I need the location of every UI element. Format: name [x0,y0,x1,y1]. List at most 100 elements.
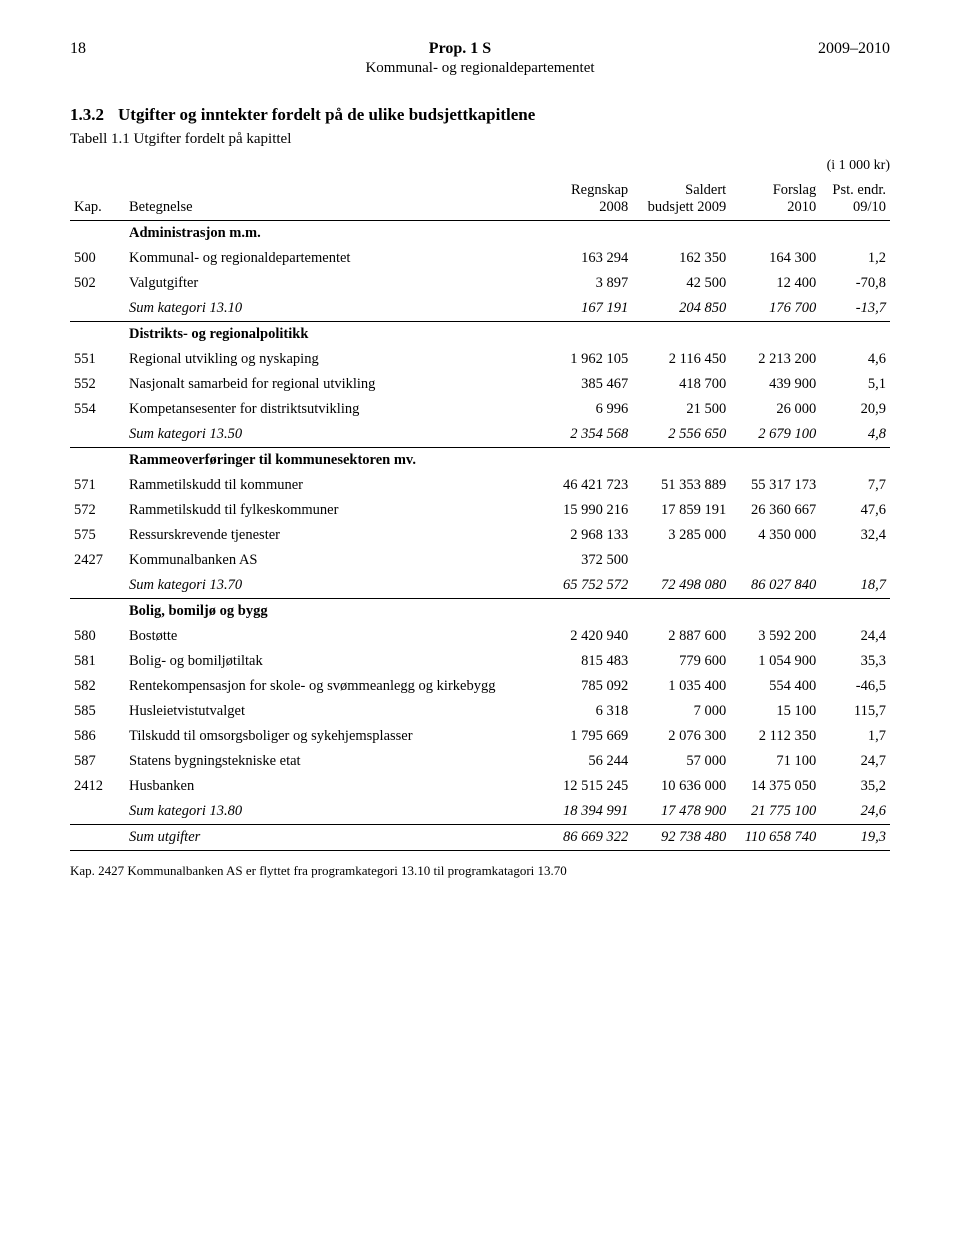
page-container: 18 Prop. 1 S 2009–2010 Kommunal- og regi… [0,0,960,929]
cell-saldert: 2 076 300 [632,724,730,749]
col-header-forslag: Forslag2010 [730,178,820,221]
cell-kap: 581 [70,649,125,674]
cell-betegnelse: Sum utgifter [125,825,549,851]
table-row: 571Rammetilskudd til kommuner46 421 7235… [70,473,890,498]
cell-kap [70,448,125,474]
section-title: Utgifter og inntekter fordelt på de ulik… [118,105,535,124]
cell-betegnelse: Husleietvistutvalget [125,699,549,724]
cell-saldert: 10 636 000 [632,774,730,799]
cell-regnskap: 163 294 [549,246,632,271]
cell-kap [70,599,125,625]
cell-endr: 24,7 [820,749,890,774]
cell-endr: 24,4 [820,624,890,649]
table-row: 575Ressurskrevende tjenester2 968 1333 2… [70,523,890,548]
cell-kap [70,573,125,599]
cell-betegnelse: Sum kategori 13.70 [125,573,549,599]
table-row: 552Nasjonalt samarbeid for regional utvi… [70,372,890,397]
cell-saldert: 7 000 [632,699,730,724]
page-header: 18 Prop. 1 S 2009–2010 [70,40,890,58]
table-row: 586Tilskudd til omsorgsboliger og sykehj… [70,724,890,749]
cell-kap: 554 [70,397,125,422]
cell-forslag: 2 112 350 [730,724,820,749]
cell-betegnelse: Ressurskrevende tjenester [125,523,549,548]
cell-betegnelse: Kommunal- og regionaldepartementet [125,246,549,271]
table-row: Distrikts- og regionalpolitikk [70,322,890,348]
cell-saldert: 72 498 080 [632,573,730,599]
col-header-regnskap: Regnskap2008 [549,178,632,221]
table-row: 2412Husbanken12 515 24510 636 00014 375 … [70,774,890,799]
cell-regnskap: 2 420 940 [549,624,632,649]
cell-betegnelse: Kommunalbanken AS [125,548,549,573]
cell-endr: 24,6 [820,799,890,825]
cell-forslag: 14 375 050 [730,774,820,799]
cell-saldert: 51 353 889 [632,473,730,498]
table-row: Sum kategori 13.7065 752 57272 498 08086… [70,573,890,599]
cell-betegnelse: Regional utvikling og nyskaping [125,347,549,372]
table-row: 581Bolig- og bomiljøtiltak815 483779 600… [70,649,890,674]
cell-forslag: 55 317 173 [730,473,820,498]
table-row: Sum utgifter86 669 32292 738 480110 658 … [70,825,890,851]
cell-regnskap: 86 669 322 [549,825,632,851]
year-range: 2009–2010 [770,40,890,58]
cell-forslag: 26 000 [730,397,820,422]
table-header-row: Kap. Betegnelse Regnskap2008 Saldertbuds… [70,178,890,221]
table-row: 502Valgutgifter3 89742 50012 400-70,8 [70,271,890,296]
cell-betegnelse: Rammetilskudd til fylkeskommuner [125,498,549,523]
cell-kap [70,221,125,247]
cell-saldert: 21 500 [632,397,730,422]
cell-endr: -13,7 [820,296,890,322]
cell-regnskap: 6 318 [549,699,632,724]
cell-saldert: 1 035 400 [632,674,730,699]
cell-forslag: 164 300 [730,246,820,271]
table-caption: Tabell 1.1 Utgifter fordelt på kapittel [70,131,890,148]
cell-betegnelse: Nasjonalt samarbeid for regional utvikli… [125,372,549,397]
table-row: Sum kategori 13.10167 191204 850176 700-… [70,296,890,322]
table-row: 2427Kommunalbanken AS372 500 [70,548,890,573]
cell-kap: 586 [70,724,125,749]
table-row: 554Kompetansesenter for distriktsutvikli… [70,397,890,422]
cell-regnskap: 56 244 [549,749,632,774]
cell-saldert: 2 116 450 [632,347,730,372]
cell-forslag: 176 700 [730,296,820,322]
table-row: 585Husleietvistutvalget6 3187 00015 1001… [70,699,890,724]
cell-regnskap: 1 795 669 [549,724,632,749]
cell-endr: 115,7 [820,699,890,724]
cell-forslag: 4 350 000 [730,523,820,548]
section-number: 1.3.2 [70,105,104,124]
cell-regnskap: 815 483 [549,649,632,674]
cell-saldert: 92 738 480 [632,825,730,851]
cell-endr: -70,8 [820,271,890,296]
cell-forslag: 12 400 [730,271,820,296]
cell-forslag: 15 100 [730,699,820,724]
cell-saldert: 779 600 [632,649,730,674]
cell-saldert [632,548,730,573]
cell-regnskap: 15 990 216 [549,498,632,523]
cell-kap: 2412 [70,774,125,799]
cell-endr: 1,2 [820,246,890,271]
cell-betegnelse: Rammeoverføringer til kommunesektoren mv… [125,448,549,474]
table-row: Sum kategori 13.8018 394 99117 478 90021… [70,799,890,825]
cell-kap: 500 [70,246,125,271]
cell-betegnelse: Valgutgifter [125,271,549,296]
table-row: Administrasjon m.m. [70,221,890,247]
cell-regnskap: 65 752 572 [549,573,632,599]
cell-forslag: 26 360 667 [730,498,820,523]
cell-saldert: 2 887 600 [632,624,730,649]
cell-saldert: 57 000 [632,749,730,774]
col-header-saldert: Saldertbudsjett 2009 [632,178,730,221]
document-subtitle: Kommunal- og regionaldepartementet [70,60,890,77]
col-header-endr: Pst. endr.09/10 [820,178,890,221]
cell-kap [70,799,125,825]
cell-kap: 587 [70,749,125,774]
cell-forslag: 110 658 740 [730,825,820,851]
cell-betegnelse: Administrasjon m.m. [125,221,549,247]
table-row: 500Kommunal- og regionaldepartementet163… [70,246,890,271]
document-title: Prop. 1 S [150,40,770,58]
table-row: Rammeoverføringer til kommunesektoren mv… [70,448,890,474]
cell-kap: 502 [70,271,125,296]
cell-forslag: 71 100 [730,749,820,774]
cell-saldert: 2 556 650 [632,422,730,448]
cell-saldert: 204 850 [632,296,730,322]
cell-betegnelse: Statens bygningstekniske etat [125,749,549,774]
cell-regnskap: 2 968 133 [549,523,632,548]
